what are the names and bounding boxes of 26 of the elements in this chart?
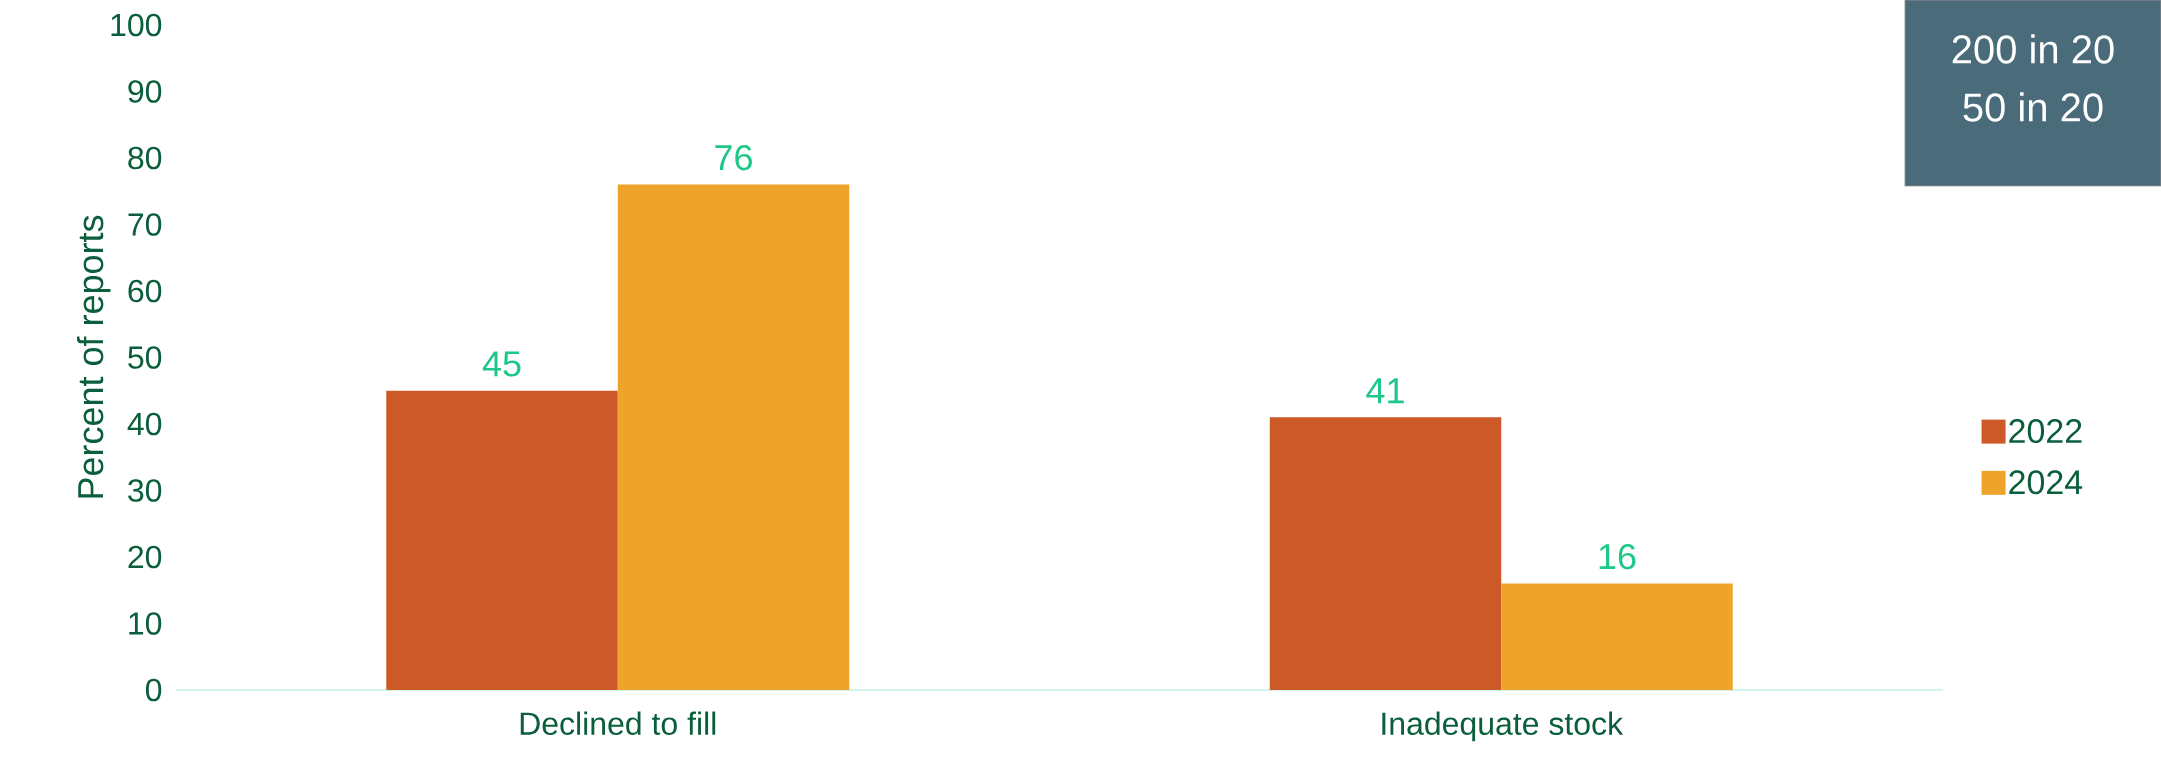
- data-label: 16: [1599, 543, 1636, 570]
- y-tick-label: 20: [128, 545, 162, 569]
- text: 200 in 20: [1952, 34, 2114, 64]
- x-tick-label: Inadequate stock: [1382, 711, 1624, 742]
- bar: [1269, 417, 1502, 690]
- y-tick-label: 30: [128, 479, 162, 502]
- data-label: 76: [715, 144, 752, 171]
- x-tick-label: Declined to fill: [520, 711, 716, 736]
- y-tick-label: 80: [128, 146, 162, 170]
- y-tick-label: 60: [128, 279, 162, 303]
- y-tick-label: 40: [127, 412, 162, 436]
- bar: [1501, 583, 1733, 690]
- bar: [617, 184, 850, 690]
- y-tick-label: 100: [111, 13, 162, 37]
- y-axis-title: Percent of reports: [76, 215, 111, 498]
- legend-label: 2024: [2009, 470, 2083, 495]
- y-tick-label: 70: [128, 213, 162, 236]
- text: 50 in 20: [1963, 92, 2103, 122]
- data-label: 45: [482, 351, 521, 377]
- y-tick-label: 50: [128, 346, 162, 369]
- y-tick-label: 0: [145, 678, 162, 702]
- y-tick-label: 10: [129, 612, 162, 635]
- y-tick-label: 90: [128, 80, 162, 103]
- legend-label: 2022: [2009, 418, 2082, 444]
- data-label: 41: [1366, 378, 1404, 404]
- bar: [386, 390, 618, 690]
